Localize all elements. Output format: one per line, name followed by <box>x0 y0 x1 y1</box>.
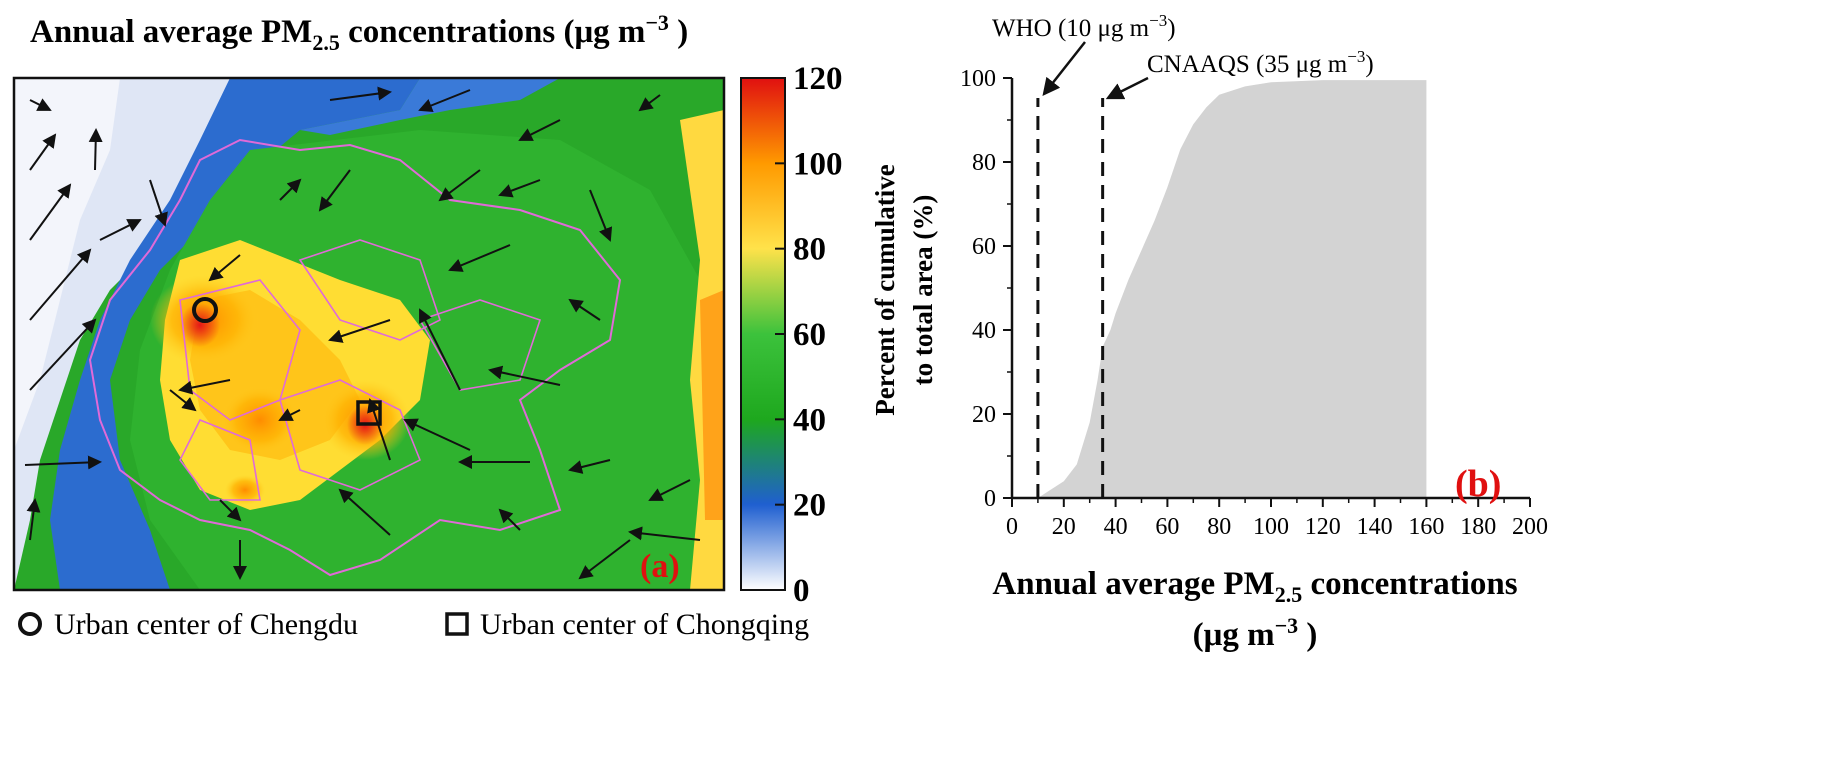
x-tick-label: 200 <box>1512 514 1548 540</box>
colorbar-ticks: 0 20 40 60 80 100 120 <box>775 61 843 609</box>
x-tick-label: 100 <box>1253 514 1289 540</box>
x-tick-label: 160 <box>1408 514 1444 540</box>
x-tick-label: 180 <box>1460 514 1496 540</box>
y-axis-label-line1: Percent of cumulative <box>870 164 900 415</box>
colorbar-tick-label: 20 <box>793 488 826 524</box>
legend-chengdu-icon <box>18 612 42 636</box>
x-tick-label: 20 <box>1052 514 1076 540</box>
reference-line-annotation: CNAAQS (35 μg m−3) <box>1147 47 1374 78</box>
colorbar-tick-label: 60 <box>793 317 826 353</box>
y-tick-label: 40 <box>972 318 996 344</box>
x-tick-label: 80 <box>1207 514 1231 540</box>
x-axis-unit: (μg m−3 ) <box>1193 613 1318 653</box>
panel-b-axes: 0 20 40 60 80 100 120 140 160 180 200 0 20 40 60 80 100 <box>960 66 1548 540</box>
colorbar-tick-label: 100 <box>793 146 843 182</box>
pm25-map <box>14 78 724 590</box>
annotation-arrow <box>1042 41 1086 96</box>
reference-lines: WHO (10 μg m−3) CNAAQS (35 μg m−3) <box>992 11 1374 498</box>
x-tick-label: 40 <box>1104 514 1128 540</box>
colorbar-tick-label: 80 <box>793 232 826 268</box>
panel-a-title: Annual average PM2.5 concentrations (μg … <box>30 10 688 55</box>
x-tick-label: 0 <box>1006 514 1018 540</box>
legend-chengdu-text: Urban center of Chengdu <box>54 608 358 641</box>
x-tick-label: 60 <box>1155 514 1179 540</box>
colorbar-tick-label: 40 <box>793 402 826 438</box>
y-tick-label: 60 <box>972 234 996 260</box>
panel-a-label: (a) <box>640 548 680 585</box>
y-tick-label: 100 <box>960 66 996 92</box>
panel-b-label: (b) <box>1455 463 1501 505</box>
legend-chongqing-text: Urban center of Chongqing <box>480 608 809 641</box>
y-tick-label: 80 <box>972 150 996 176</box>
cumulative-area <box>1037 80 1427 498</box>
reference-line-annotation: WHO (10 μg m−3) <box>992 11 1176 42</box>
x-tick-label: 140 <box>1357 514 1393 540</box>
chongqing-marker <box>356 400 382 426</box>
x-axis-label: Annual average PM2.5 concentrations <box>992 566 1517 607</box>
colorbar-tick-label: 0 <box>793 573 810 609</box>
y-axis-label-line2: to total area (%) <box>908 195 938 386</box>
chengdu-marker <box>192 297 218 323</box>
map-frame <box>12 76 726 592</box>
y-tick-label: 20 <box>972 402 996 428</box>
y-axis-label: Percent of cumulative to total area (%) <box>870 164 938 415</box>
panel-b: WHO (10 μg m−3) CNAAQS (35 μg m−3) 0 20 40 6… <box>960 11 1548 540</box>
x-tick-label: 120 <box>1305 514 1341 540</box>
wind-arrows <box>24 86 701 580</box>
y-tick-label: 0 <box>984 486 996 512</box>
legend-chongqing-icon <box>445 612 469 636</box>
colorbar-tick-label: 120 <box>793 61 843 97</box>
annotation-arrow <box>1105 76 1149 100</box>
